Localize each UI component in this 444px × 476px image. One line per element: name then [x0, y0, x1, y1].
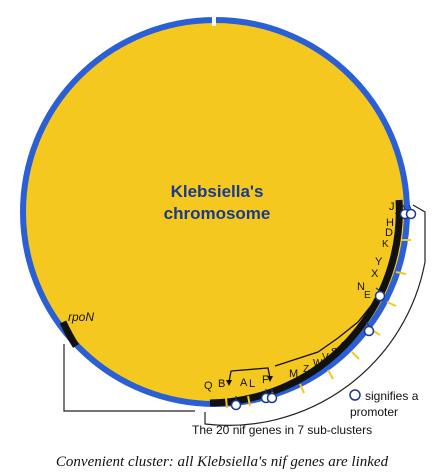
chromosome-title-line2: chromosome — [164, 204, 271, 223]
promoter-icon — [405, 208, 417, 220]
promoter-icon — [374, 290, 386, 302]
promoter-icon — [266, 392, 278, 404]
svg-text:U: U — [341, 341, 348, 352]
svg-text:X: X — [371, 268, 379, 280]
svg-text:H: H — [386, 217, 394, 229]
subcluster-bracket — [204, 204, 426, 426]
svg-text:S: S — [331, 347, 338, 358]
svg-text:V: V — [322, 352, 329, 363]
svg-text:A: A — [240, 377, 248, 389]
rpon-gene-mark — [59, 320, 79, 348]
gene-labels: Q B A L F M Z W V S U X N E Y K D H J — [204, 201, 395, 392]
svg-text:N: N — [357, 281, 365, 293]
promoter-stems — [235, 204, 412, 400]
chromosome-title-line1: Klebsiella's — [171, 182, 264, 201]
svg-text:Q: Q — [204, 380, 213, 392]
legend-text-line2: promoter — [350, 405, 398, 419]
promoter-markers — [230, 208, 417, 411]
svg-text:B: B — [218, 378, 225, 390]
svg-text:W: W — [313, 358, 323, 369]
arrow-heads — [226, 208, 401, 386]
svg-text:Z: Z — [303, 364, 309, 375]
svg-text:E: E — [364, 290, 371, 301]
svg-text:Y: Y — [375, 256, 383, 268]
svg-text:J: J — [389, 201, 395, 213]
svg-text:M: M — [289, 368, 298, 380]
svg-text:K: K — [382, 239, 389, 250]
promoter-legend-icon — [349, 389, 361, 401]
caption: Convenient cluster: all Klebsiella's nif… — [56, 454, 389, 470]
rpon-connector — [63, 344, 195, 412]
subclusters-label: The 20 nif genes in 7 sub-clusters — [192, 423, 372, 437]
svg-text:F: F — [262, 374, 269, 386]
promoter-icon — [363, 325, 375, 337]
legend-text-line1: signifies a — [365, 389, 419, 403]
origin-tick — [212, 16, 216, 26]
promoter-icon — [230, 399, 242, 411]
svg-text:L: L — [249, 378, 255, 390]
rpon-label: rpoN — [68, 310, 94, 324]
svg-text:D: D — [385, 227, 393, 239]
